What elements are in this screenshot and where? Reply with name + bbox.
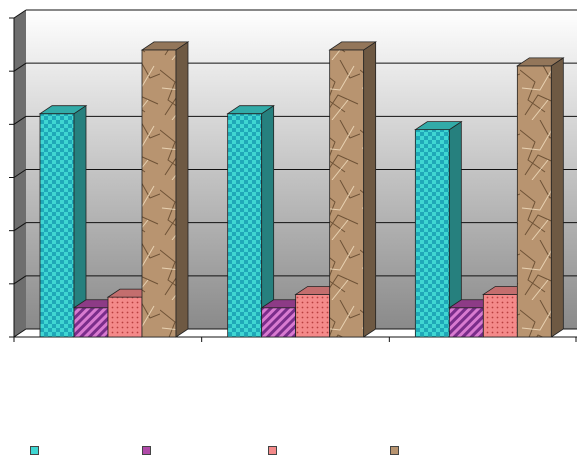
gridline-diag — [13, 275, 27, 285]
bar-front — [107, 296, 143, 338]
bar-series1-cat2 — [226, 104, 275, 338]
gridline-diag — [13, 169, 27, 178]
bar-top — [140, 41, 190, 51]
bar-front — [414, 129, 450, 338]
legend-swatch-series-4 — [390, 446, 399, 455]
legend-swatch-series-3 — [268, 446, 277, 455]
bar-front — [227, 113, 263, 338]
bar-series1-cat3 — [414, 120, 463, 338]
bar-front — [73, 307, 109, 338]
bar-series4-cat1 — [140, 41, 190, 338]
legend-swatch-series-2 — [142, 446, 151, 455]
bar-front — [39, 113, 75, 338]
gridline-diag — [13, 328, 27, 338]
bar-front — [448, 307, 484, 338]
gridline-diag — [13, 62, 27, 72]
gridline-diag — [13, 115, 27, 125]
bar-top — [516, 57, 565, 67]
legend-swatch-series-1 — [30, 446, 39, 455]
bar-front — [141, 49, 177, 338]
bar-top — [414, 121, 463, 131]
bar-front — [482, 294, 518, 338]
bar-top — [328, 41, 377, 51]
bar-side — [175, 41, 189, 338]
bar-side — [363, 41, 377, 338]
bar-top — [226, 105, 275, 115]
bar-series4-cat3 — [516, 57, 565, 338]
bar-front — [329, 49, 365, 338]
bar-front — [261, 307, 297, 338]
gridline-diag — [13, 9, 27, 19]
bar-front — [295, 294, 331, 338]
bar-series4-cat2 — [328, 41, 377, 338]
bar-series1-cat1 — [38, 104, 88, 338]
gridline-diag — [13, 222, 27, 232]
bar-front — [516, 65, 552, 338]
bar-top — [38, 105, 88, 115]
bar-side — [550, 57, 564, 338]
